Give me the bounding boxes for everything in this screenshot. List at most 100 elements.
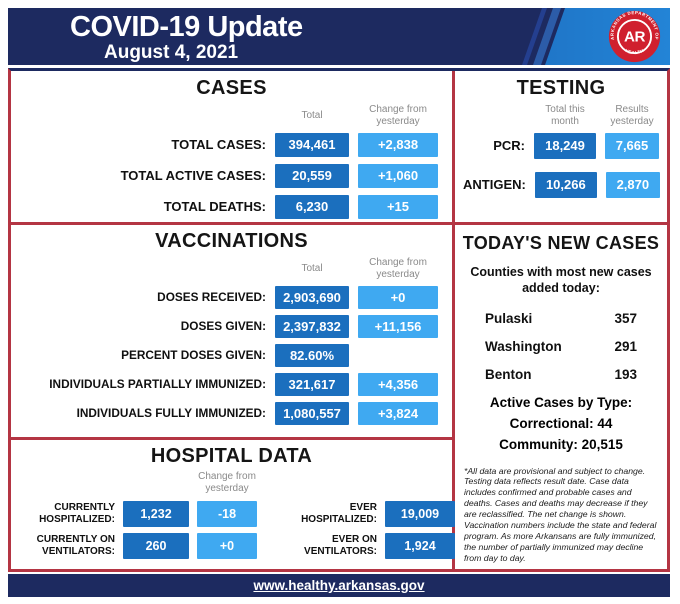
- percent-doses-change-spacer: [358, 344, 438, 367]
- vaccinations-column-headers: Total Change from yesterday: [11, 257, 452, 281]
- disclaimer-footnote: *All data are provisional and subject to…: [464, 465, 657, 563]
- county-list: Pulaski 357 Washington 291 Benton 193: [485, 311, 637, 382]
- cases-col-total: Total: [301, 109, 323, 121]
- doses-received-change: +0: [358, 285, 438, 309]
- table-row: ANTIGEN: 10,266 2,870: [455, 171, 667, 198]
- new-cases-subtitle: Counties with most new cases added today…: [470, 265, 652, 296]
- active-community-line: Community: 20,515: [499, 436, 623, 452]
- label-line: CURRENTLY ON: [36, 534, 115, 546]
- fully-immunized-label: INDIVIDUALS FULLY IMMUNIZED:: [76, 406, 266, 421]
- label-line: VENTILATORS:: [42, 545, 115, 557]
- partially-immunized-label: INDIVIDUALS PARTIALLY IMMUNIZED:: [49, 377, 266, 392]
- svg-text:HEALTH: HEALTH: [624, 48, 644, 55]
- table-row: PCR: 18,249 7,665: [455, 132, 667, 159]
- horizontal-divider-1: [11, 222, 667, 225]
- table-row: CURRENTLY HOSPITALIZED: 1,232 -18 EVER H…: [11, 500, 455, 527]
- antigen-label: ANTIGEN:: [463, 177, 526, 193]
- doses-received-label: DOSES RECEIVED:: [157, 290, 266, 305]
- active-cases-by-type-title: Active Cases by Type:: [489, 394, 633, 410]
- table-row: CURRENTLY ON VENTILATORS: 260 +0 EVER ON…: [11, 532, 455, 559]
- list-item: Pulaski 357: [485, 311, 637, 326]
- currently-on-ventilators-label: CURRENTLY ON VENTILATORS:: [23, 534, 115, 557]
- pcr-label: PCR:: [493, 138, 525, 154]
- cases-panel: CASES Total Change from yesterday TOTAL …: [11, 71, 452, 222]
- horizontal-divider-2: [11, 437, 455, 440]
- table-row: INDIVIDUALS PARTIALLY IMMUNIZED: 321,617…: [11, 372, 452, 396]
- active-correctional-line: Correctional: 44: [509, 415, 613, 431]
- new-cases-title: TODAY'S NEW CASES: [462, 233, 660, 253]
- total-cases-change: +2,838: [358, 132, 438, 157]
- antigen-yesterday-value: 2,870: [605, 171, 660, 198]
- doses-given-label: DOSES GIVEN:: [180, 319, 266, 334]
- adh-seal-icon: ARKANSAS DEPARTMENT OF HEALTH AR: [608, 10, 661, 63]
- county-name: Benton: [485, 366, 532, 382]
- currently-on-ventilators-change: +0: [197, 532, 257, 559]
- percent-doses-label: PERCENT DOSES GIVEN:: [121, 348, 266, 363]
- doses-given-value: 2,397,832: [275, 314, 349, 338]
- report-date: August 4, 2021: [104, 42, 239, 63]
- label-line: EVER: [349, 502, 377, 514]
- total-deaths-change: +15: [358, 194, 438, 219]
- label-line: HOSPITALIZED:: [301, 513, 377, 525]
- logo-abbr-text: AR: [624, 29, 645, 46]
- list-item: Benton 193: [485, 367, 637, 382]
- county-value: 291: [614, 338, 637, 354]
- total-cases-label: TOTAL CASES:: [171, 137, 266, 153]
- cases-column-headers: Total Change from yesterday: [11, 104, 452, 128]
- label-line: EVER ON: [331, 534, 377, 546]
- main-grid: CASES Total Change from yesterday TOTAL …: [8, 68, 670, 572]
- active-cases-label: TOTAL ACTIVE CASES:: [120, 168, 266, 184]
- hospital-title: HOSPITAL DATA: [150, 445, 313, 467]
- hospital-column-headers: Change from yesterday: [11, 471, 452, 495]
- cases-col-change: Change from yesterday: [369, 104, 427, 127]
- pcr-total-value: 18,249: [534, 132, 596, 159]
- doses-given-change: +11,156: [358, 314, 438, 338]
- partially-immunized-change: +4,356: [358, 372, 438, 396]
- vertical-divider: [452, 71, 455, 569]
- label-line: VENTILATORS:: [304, 545, 377, 557]
- antigen-total-value: 10,266: [534, 171, 597, 198]
- testing-title: TESTING: [516, 77, 606, 99]
- new-cases-panel: TODAY'S NEW CASES Counties with most new…: [455, 225, 667, 569]
- logo-arc-bottom-text: HEALTH: [624, 48, 644, 55]
- vaccinations-col-change: Change from yesterday: [369, 257, 427, 280]
- fully-immunized-value: 1,080,557: [275, 401, 349, 425]
- total-deaths-label: TOTAL DEATHS:: [163, 199, 266, 215]
- testing-col-total: Total this month: [545, 104, 585, 127]
- vaccinations-col-total: Total: [301, 262, 323, 274]
- active-cases-value: 20,559: [275, 163, 349, 188]
- table-row: DOSES RECEIVED: 2,903,690 +0: [11, 285, 452, 309]
- header-text: COVID-19 Update August 4, 2021: [8, 8, 670, 63]
- total-cases-value: 394,461: [275, 132, 349, 157]
- currently-hospitalized-value: 1,232: [123, 500, 189, 527]
- table-row: PERCENT DOSES GIVEN: 82.60%: [11, 343, 452, 367]
- table-row: DOSES GIVEN: 2,397,832 +11,156: [11, 314, 452, 338]
- table-row: TOTAL DEATHS: 6,230 +15: [11, 194, 452, 219]
- county-name: Washington: [485, 338, 562, 354]
- vaccinations-panel: VACCINATIONS Total Change from yesterday…: [11, 225, 452, 437]
- pcr-yesterday-value: 7,665: [605, 132, 659, 159]
- vaccinations-title: VACCINATIONS: [155, 230, 308, 252]
- label-line: HOSPITALIZED:: [39, 513, 115, 525]
- partially-immunized-value: 321,617: [275, 372, 349, 396]
- website-link[interactable]: www.healthy.arkansas.gov: [253, 578, 425, 593]
- header: COVID-19 Update August 4, 2021 ARKANSAS …: [8, 8, 670, 65]
- ever-on-ventilators-value: 1,924: [385, 532, 455, 559]
- hospital-panel: HOSPITAL DATA Change from yesterday CURR…: [11, 440, 455, 569]
- doses-received-value: 2,903,690: [275, 285, 349, 309]
- fully-immunized-change: +3,824: [358, 401, 438, 425]
- cases-title: CASES: [196, 77, 267, 99]
- testing-col-change: Results yesterday: [610, 104, 654, 127]
- ever-hospitalized-label: EVER HOSPITALIZED:: [273, 502, 377, 525]
- percent-doses-value: 82.60%: [275, 343, 349, 367]
- footer-bar: www.healthy.arkansas.gov: [8, 574, 670, 597]
- testing-panel: TESTING Total this month Results yesterd…: [455, 71, 667, 222]
- ever-hospitalized-value: 19,009: [385, 500, 455, 527]
- active-cases-change: +1,060: [358, 163, 438, 188]
- ever-on-ventilators-label: EVER ON VENTILATORS:: [273, 534, 377, 557]
- testing-column-headers: Total this month Results yesterday: [455, 104, 667, 128]
- page-title: COVID-19 Update: [70, 11, 303, 43]
- table-row: TOTAL ACTIVE CASES: 20,559 +1,060: [11, 163, 452, 188]
- county-value: 193: [614, 366, 637, 382]
